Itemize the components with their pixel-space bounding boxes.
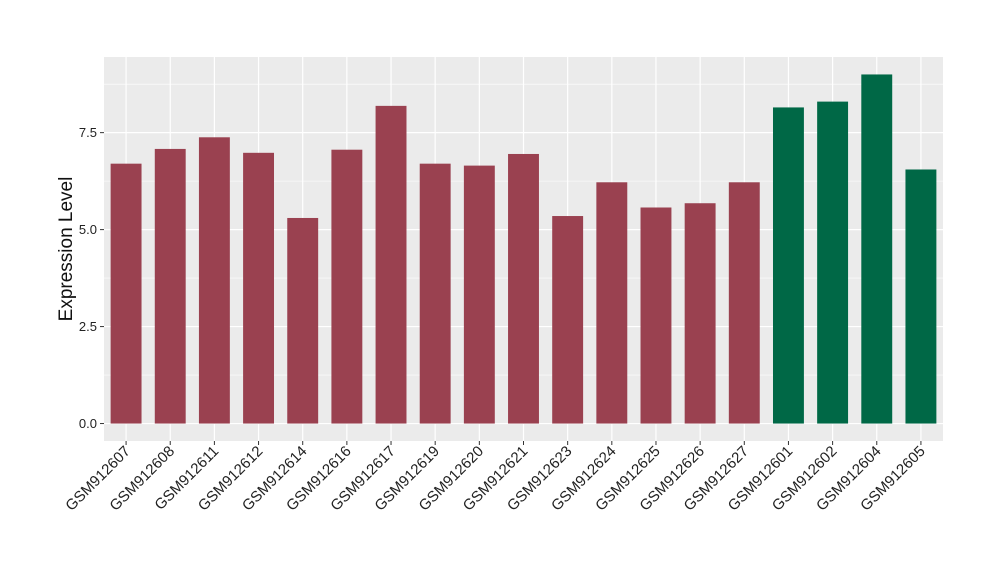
x-axis: GSM912607GSM912608GSM912611GSM912612GSM9… <box>62 441 929 514</box>
bar-GSM912614 <box>287 217 319 424</box>
bar-GSM912602 <box>817 101 849 424</box>
bar-GSM912621 <box>508 153 539 424</box>
y-tick-label: 0.0 <box>79 416 97 431</box>
bar-GSM912626 <box>684 203 716 424</box>
bar-GSM912627 <box>728 182 760 424</box>
bar-GSM912608 <box>154 148 186 424</box>
bar-GSM912619 <box>419 163 451 424</box>
bar-GSM912620 <box>463 165 495 424</box>
bar-GSM912612 <box>243 152 275 424</box>
bar-GSM912607 <box>110 163 142 424</box>
bar-GSM912625 <box>640 207 672 424</box>
y-axis-title: Expression Level <box>56 177 77 322</box>
bars <box>110 74 937 424</box>
bar-GSM912616 <box>331 149 363 424</box>
y-tick-label: 5.0 <box>79 222 97 237</box>
bar-GSM912601 <box>772 107 804 424</box>
bar-GSM912604 <box>861 74 893 424</box>
y-tick-label: 7.5 <box>79 125 97 140</box>
bar-GSM912617 <box>375 105 407 424</box>
bar-GSM912624 <box>596 182 628 424</box>
bar-GSM912623 <box>552 216 584 424</box>
y-tick-label: 2.5 <box>79 319 97 334</box>
bar-GSM912605 <box>905 169 937 424</box>
y-axis: 0.0 2.5 5.0 7.5 <box>79 125 104 431</box>
bar-GSM912611 <box>198 137 230 424</box>
